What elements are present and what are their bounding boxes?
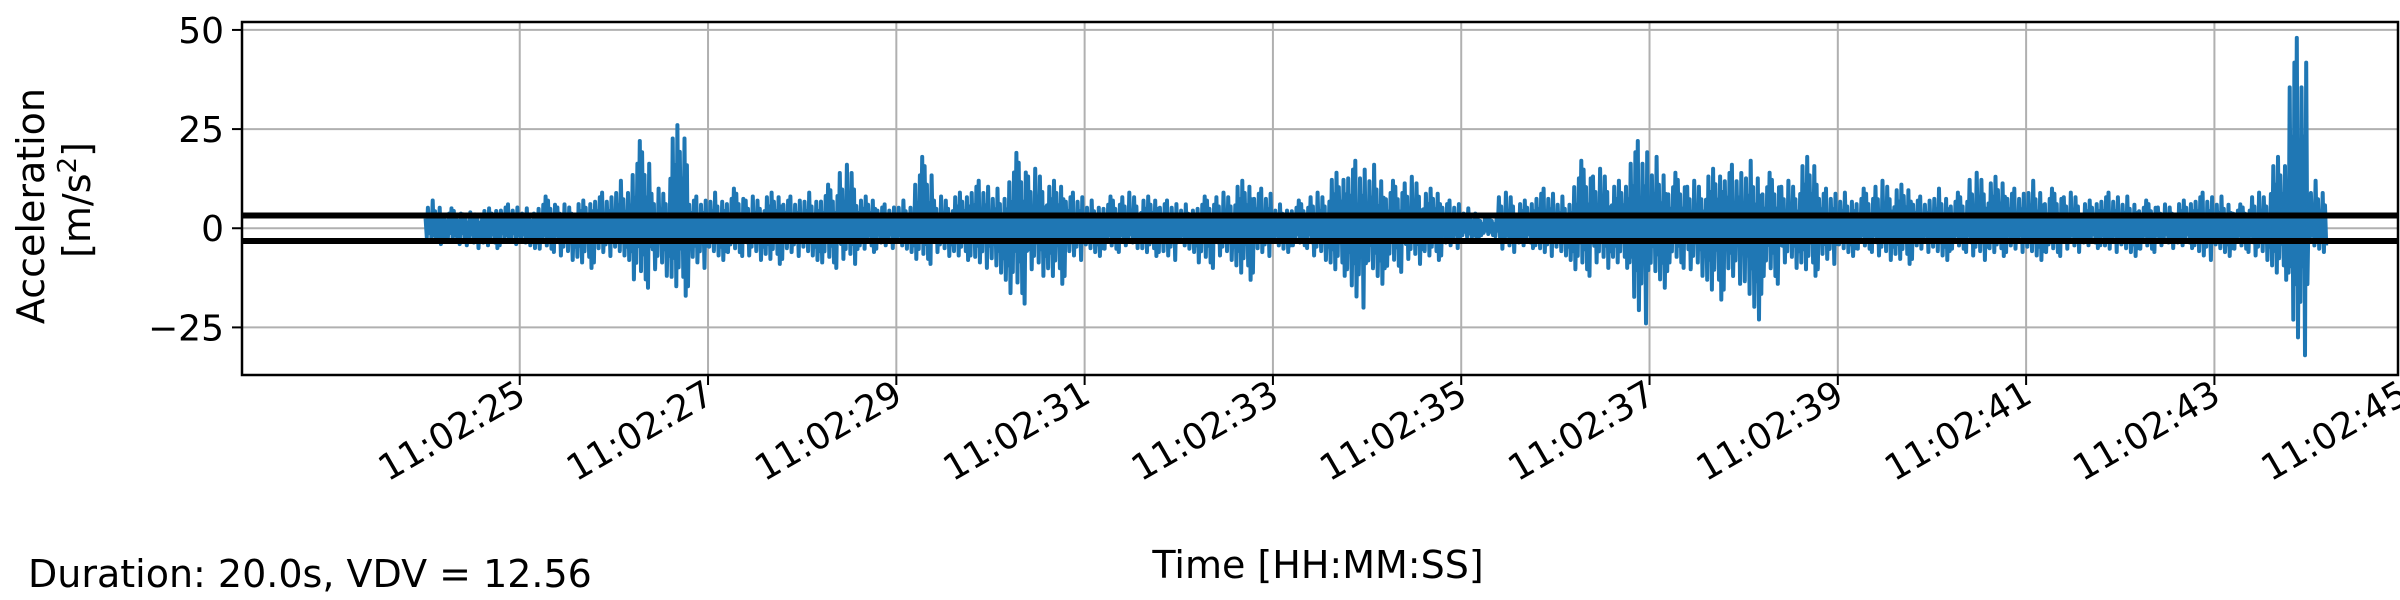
x-tick-label: 11:02:35 xyxy=(1313,373,1474,489)
x-tick-label: 11:02:33 xyxy=(1125,373,1286,489)
x-tick-label: 11:02:41 xyxy=(1878,373,2039,489)
acceleration-trace xyxy=(423,35,2329,358)
y-tick-label: 50 xyxy=(178,11,224,52)
x-tick-label: 11:02:39 xyxy=(1690,373,1851,489)
y-axis-label-line1: Acceleration xyxy=(9,88,53,324)
x-tick-label: 11:02:25 xyxy=(372,373,533,489)
x-tick-label: 11:02:37 xyxy=(1501,373,1662,489)
plot-frame xyxy=(240,20,2400,377)
acceleration-series xyxy=(423,35,2329,358)
x-tick-label: 11:02:43 xyxy=(2066,373,2227,489)
x-axis-label: Time [HH:MM:SS] xyxy=(1151,543,1483,587)
x-tick-label: 11:02:29 xyxy=(748,373,909,489)
x-tick-label: 11:02:31 xyxy=(937,373,1098,489)
y-axis-label-line2: [m/s2] xyxy=(53,142,99,258)
duration-vdv-annotation: Duration: 20.0s, VDV = 12.56 xyxy=(28,552,592,596)
x-tick-label: 11:02:27 xyxy=(560,373,721,489)
y-tick-label: 0 xyxy=(201,209,224,250)
y-tick-label: −25 xyxy=(148,308,224,349)
y-axis-label-close: ] xyxy=(55,142,99,157)
y-axis-label: Acceleration [m/s2] xyxy=(9,76,99,324)
y-tick-label: 25 xyxy=(178,110,224,151)
x-tick-label: 11:02:45 xyxy=(2255,373,2400,489)
y-axis-label-exponent: 2 xyxy=(53,157,83,174)
y-axis-label-unit: [m/s xyxy=(55,173,99,257)
threshold-lines xyxy=(242,212,2398,244)
